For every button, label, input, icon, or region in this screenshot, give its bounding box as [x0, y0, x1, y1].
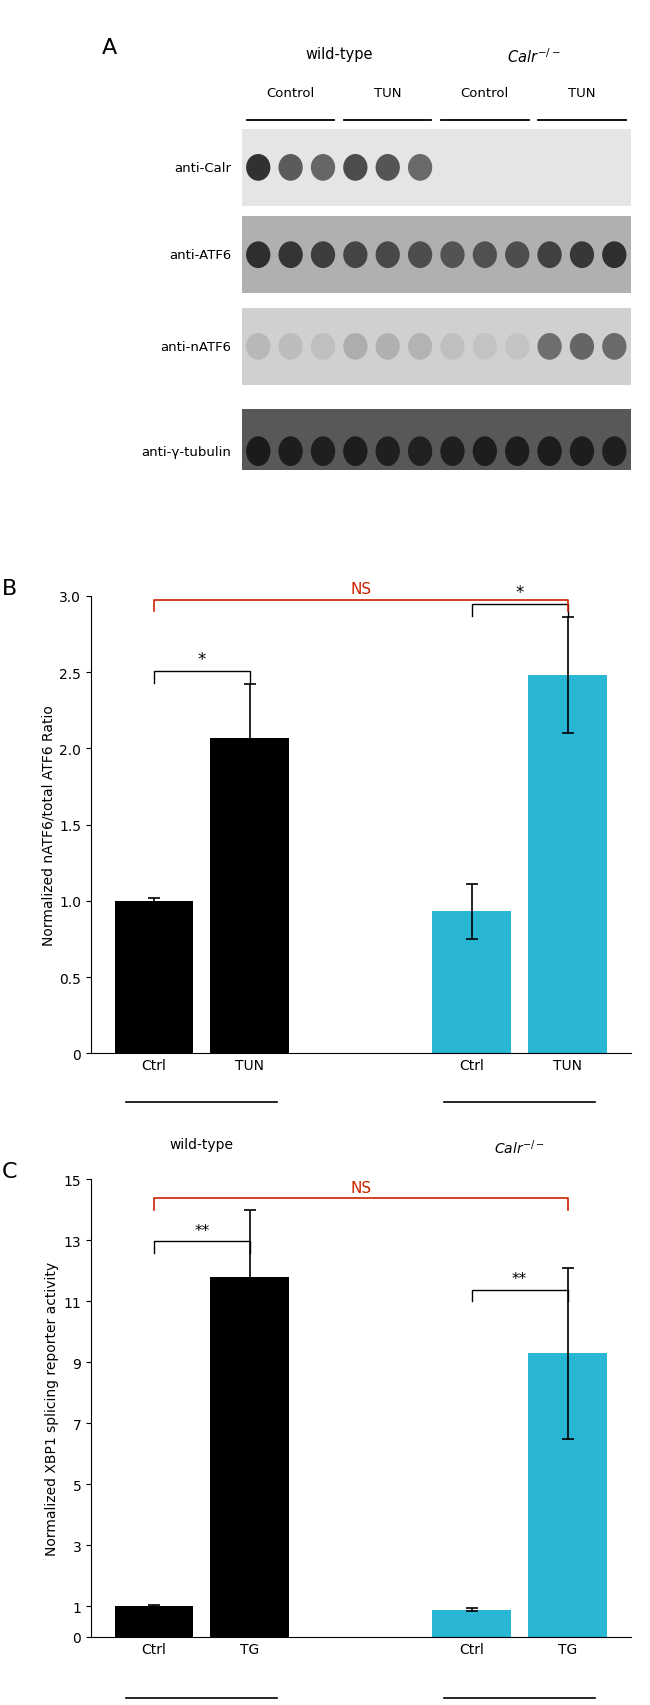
Ellipse shape [473, 436, 497, 467]
Ellipse shape [602, 436, 627, 467]
Ellipse shape [473, 334, 497, 360]
Ellipse shape [473, 242, 497, 269]
Ellipse shape [311, 242, 335, 269]
Bar [114, 1606, 193, 1637]
Ellipse shape [570, 242, 594, 269]
Y-axis label: Normalized nATF6/total ATF6 Ratio: Normalized nATF6/total ATF6 Ratio [41, 704, 55, 946]
Bar [432, 1610, 511, 1637]
Ellipse shape [376, 155, 400, 182]
Ellipse shape [602, 242, 627, 269]
Ellipse shape [246, 334, 270, 360]
Ellipse shape [376, 436, 400, 467]
Text: **: ** [512, 1272, 527, 1287]
Ellipse shape [440, 242, 465, 269]
Ellipse shape [570, 334, 594, 360]
Ellipse shape [343, 436, 367, 467]
Ellipse shape [246, 242, 270, 269]
Bar [432, 912, 511, 1054]
Text: Control: Control [461, 87, 509, 99]
Text: A: A [102, 39, 117, 58]
Ellipse shape [505, 334, 529, 360]
Text: C: C [2, 1161, 18, 1182]
Ellipse shape [343, 155, 367, 182]
Bar [528, 675, 607, 1054]
Ellipse shape [505, 242, 529, 269]
Text: NS: NS [350, 1180, 371, 1195]
Ellipse shape [311, 334, 335, 360]
Ellipse shape [440, 436, 465, 467]
Ellipse shape [376, 334, 400, 360]
Text: Control: Control [266, 87, 315, 99]
Text: *: * [198, 651, 206, 668]
Ellipse shape [570, 436, 594, 467]
Ellipse shape [408, 334, 432, 360]
Text: anti-nATF6: anti-nATF6 [161, 341, 231, 353]
Ellipse shape [408, 242, 432, 269]
Bar [211, 738, 289, 1054]
FancyBboxPatch shape [242, 217, 630, 293]
Ellipse shape [440, 334, 465, 360]
Ellipse shape [246, 155, 270, 182]
Text: $Calr^{-/-}$: $Calr^{-/-}$ [506, 48, 560, 66]
Ellipse shape [408, 436, 432, 467]
Ellipse shape [343, 242, 367, 269]
Ellipse shape [376, 242, 400, 269]
Ellipse shape [278, 436, 303, 467]
FancyBboxPatch shape [242, 309, 630, 385]
Text: wild-type: wild-type [170, 1137, 234, 1151]
Text: **: ** [194, 1222, 209, 1238]
Text: B: B [2, 578, 18, 598]
FancyBboxPatch shape [242, 130, 630, 206]
Ellipse shape [278, 334, 303, 360]
Ellipse shape [408, 155, 432, 182]
Ellipse shape [246, 436, 270, 467]
FancyBboxPatch shape [242, 409, 630, 494]
Y-axis label: Normalized XBP1 splicing reporter activity: Normalized XBP1 splicing reporter activi… [46, 1262, 59, 1555]
Text: *: * [515, 583, 524, 602]
Text: $Calr^{-/-}$: $Calr^{-/-}$ [494, 1137, 545, 1156]
Bar [528, 1354, 607, 1637]
Ellipse shape [505, 436, 529, 467]
Text: anti-Calr: anti-Calr [174, 162, 231, 176]
Ellipse shape [343, 334, 367, 360]
Ellipse shape [538, 334, 562, 360]
Text: TUN: TUN [568, 87, 595, 99]
Text: wild-type: wild-type [306, 48, 373, 61]
Ellipse shape [602, 334, 627, 360]
Ellipse shape [538, 242, 562, 269]
Ellipse shape [278, 155, 303, 182]
Text: anti-ATF6: anti-ATF6 [169, 249, 231, 263]
Ellipse shape [278, 242, 303, 269]
Ellipse shape [311, 155, 335, 182]
Text: anti-γ-tubulin: anti-γ-tubulin [142, 445, 231, 459]
Text: NS: NS [350, 581, 371, 597]
Bar [211, 1277, 289, 1637]
Bar [114, 902, 193, 1054]
Ellipse shape [538, 436, 562, 467]
Text: TUN: TUN [374, 87, 402, 99]
Ellipse shape [311, 436, 335, 467]
